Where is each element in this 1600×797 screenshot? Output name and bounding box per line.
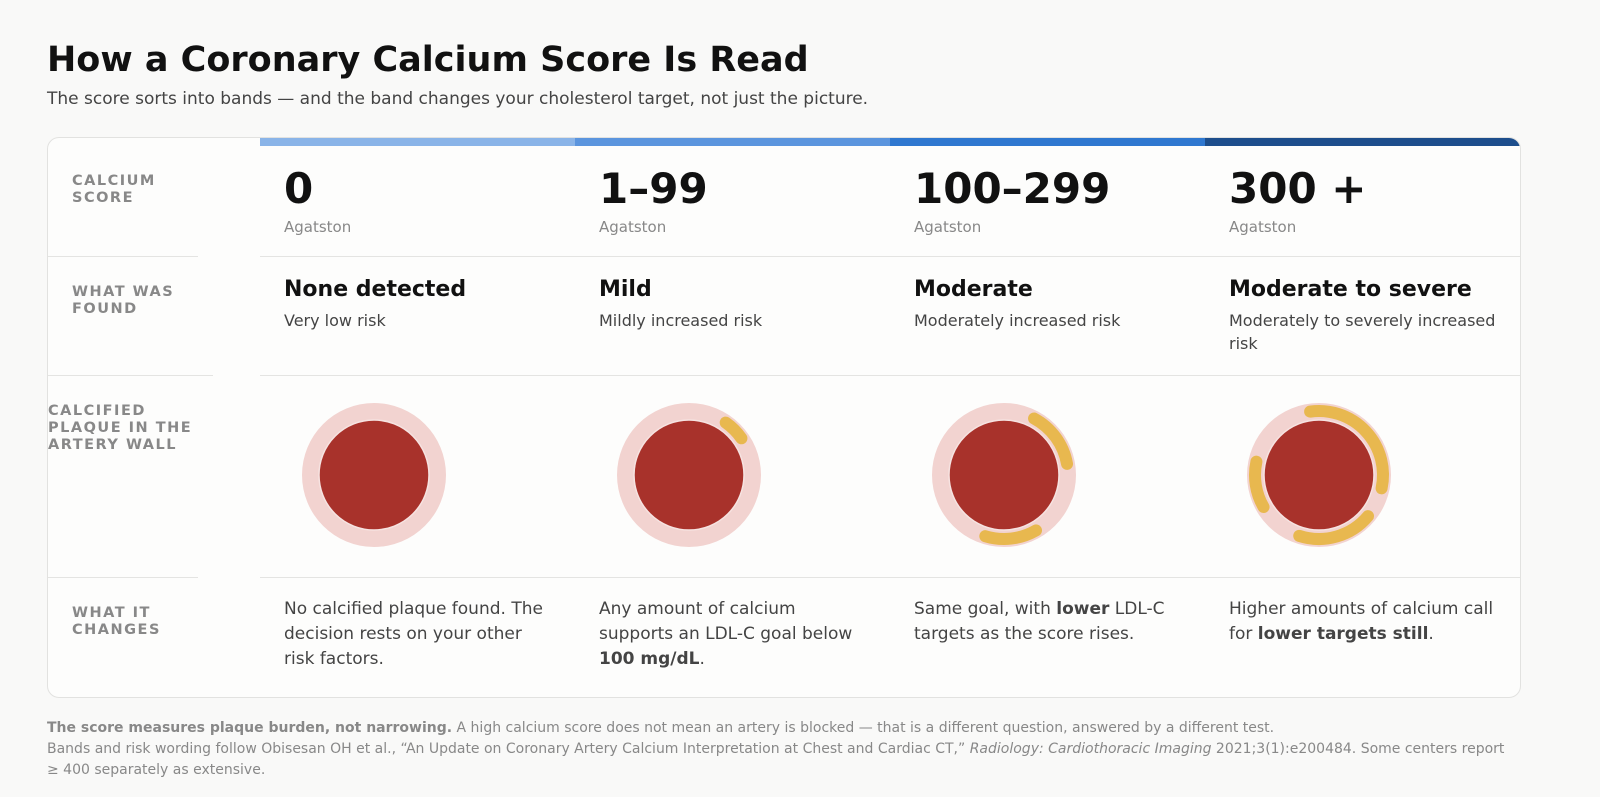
text-run: 2021;3(1):e200484. Some centers report ≥…: [47, 741, 1505, 778]
text-run: No calcified plaque found. The decision …: [284, 599, 543, 669]
plaque-arc: [1304, 405, 1389, 495]
footnote-line: The score measures plaque burden, not na…: [47, 718, 1517, 739]
table-cell: Higher amounts of calcium call for lower…: [1205, 577, 1520, 697]
artery-illustration: [1247, 403, 1391, 547]
table-cell: Same goal, with lower LDL-C targets as t…: [890, 577, 1205, 697]
text-run: Radiology: Cardiothoracic Imaging: [969, 741, 1212, 757]
text-run: A high calcium score does not mean an ar…: [452, 720, 1275, 736]
plaque-arc: [1028, 412, 1074, 470]
table-cell: [260, 375, 575, 577]
text-run: Bands and risk wording follow Obisesan O…: [47, 741, 970, 757]
table-cell: Moderate to severe Moderately to severely…: [1205, 256, 1520, 375]
score-unit: Agatston: [1229, 218, 1297, 236]
row-label: WHAT WAS FOUND: [48, 256, 198, 375]
score-table: CALCIUM SCORE 0 Agatston 1–99 Agatston 100–29…: [47, 137, 1521, 698]
band-bar: [1205, 138, 1520, 146]
risk: Moderately increased risk: [914, 311, 1121, 330]
plaque-arc: [1249, 455, 1270, 513]
text-run: Higher amounts of calcium call for: [1229, 599, 1494, 644]
finding: Moderate: [914, 277, 1033, 302]
artery-illustration: [617, 403, 761, 547]
table-cell: 300 + Agatston: [1205, 138, 1520, 256]
score-range: 0: [284, 164, 314, 213]
text-run: LDL-C targets as the score rises.: [914, 599, 1165, 644]
table-cell: Any amount of calcium supports an LDL-C …: [575, 577, 890, 697]
band-bar: [575, 138, 890, 146]
table-cell: None detected Very low risk: [260, 256, 575, 375]
text-run: .: [1428, 624, 1434, 644]
risk: Very low risk: [284, 311, 386, 330]
score-unit: Agatston: [284, 218, 352, 236]
subtitle: The score sorts into bands — and the ban…: [47, 89, 869, 109]
change-text: Any amount of calcium supports an LDL-C …: [599, 578, 890, 672]
text-run: lower: [1056, 599, 1110, 619]
table-cell: Moderate Moderately increased risk: [890, 256, 1205, 375]
change-text: Same goal, with lower LDL-C targets as t…: [914, 578, 1205, 647]
table-cell: [890, 375, 1205, 577]
plaque-arc: [979, 524, 1042, 545]
title: How a Coronary Calcium Score Is Read: [47, 40, 809, 80]
change-text: No calcified plaque found. The decision …: [284, 578, 575, 672]
text-run: Any amount of calcium supports an LDL-C …: [599, 599, 853, 644]
score-unit: Agatston: [599, 218, 667, 236]
table-cell: [575, 375, 890, 577]
band-bar: [890, 138, 1205, 146]
table-cell: No calcified plaque found. The decision …: [260, 577, 575, 697]
artery-ring: [318, 419, 430, 531]
text-run: The score measures plaque burden, not na…: [47, 720, 453, 736]
row-label: CALCIUM SCORE: [72, 173, 156, 206]
risk: Moderately to severely increased risk: [1229, 311, 1496, 353]
finding: Mild: [599, 277, 652, 302]
artery-ring: [1263, 419, 1375, 531]
plaque-arc: [1293, 510, 1375, 545]
footnote: The score measures plaque burden, not na…: [47, 718, 1517, 781]
artery-illustration: [302, 403, 446, 547]
score-range: 300 +: [1229, 164, 1367, 213]
artery-ring: [948, 419, 1060, 531]
text-run: .: [699, 649, 705, 669]
plaque-arc: [719, 416, 748, 445]
text-run: lower targets still: [1257, 624, 1429, 644]
table-cell: 1–99 Agatston: [575, 138, 890, 256]
finding: None detected: [284, 277, 467, 302]
score-range: 1–99: [599, 164, 708, 213]
risk: Mildly increased risk: [599, 311, 763, 330]
table-cell: [1205, 375, 1520, 577]
score-range: 100–299: [914, 164, 1111, 213]
change-text: Higher amounts of calcium call for lower…: [1229, 578, 1520, 647]
band-bar: [260, 138, 575, 146]
finding: Moderate to severe: [1229, 277, 1472, 302]
score-unit: Agatston: [914, 218, 982, 236]
table-cell: 0 Agatston: [260, 138, 575, 256]
text-run: Same goal, with: [914, 599, 1057, 619]
footnote-line: Bands and risk wording follow Obisesan O…: [47, 739, 1517, 781]
text-run: 100 mg/dL: [599, 649, 700, 669]
artery-ring: [633, 419, 745, 531]
artery-illustration: [932, 403, 1076, 547]
table-cell: Mild Mildly increased risk: [575, 256, 890, 375]
row-label: WHAT IT CHANGES: [48, 577, 198, 697]
row-label: CALCIFIED PLAQUE IN THE ARTERY WALL: [48, 375, 213, 577]
table-cell: 100–299 Agatston: [890, 138, 1205, 256]
